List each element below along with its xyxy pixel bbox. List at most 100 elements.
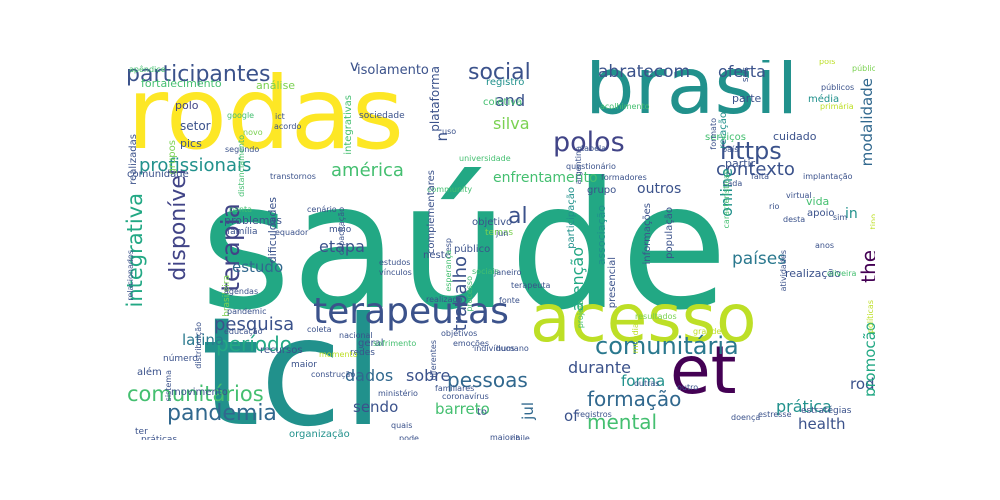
word-74: sociedade	[359, 111, 405, 121]
word-132: complementares	[426, 170, 437, 255]
word-138: virtual	[786, 191, 812, 200]
word-78: abr	[495, 60, 508, 62]
word-149: realizado	[426, 295, 463, 304]
word-150: fonte	[499, 296, 520, 305]
word-96: país	[722, 145, 739, 154]
word-38: sobre	[406, 366, 451, 385]
word-95: apoio	[807, 208, 835, 219]
word-135: presencial	[607, 257, 618, 309]
word-131: esperança	[444, 250, 453, 292]
word-28: oferta	[718, 62, 766, 81]
word-190: chile	[511, 434, 530, 441]
word-63: setor	[180, 119, 211, 133]
word-69: google	[227, 111, 255, 120]
word-83: pública	[852, 64, 875, 73]
word-45: health	[798, 415, 846, 433]
word-114: meio	[329, 225, 352, 235]
word-98: cada	[723, 179, 743, 188]
word-6: terapeutas	[313, 291, 509, 332]
word-50: outros	[637, 181, 682, 197]
word-24: contexto	[716, 159, 795, 180]
word-8: polos	[553, 127, 625, 158]
word-177: coronavírus	[442, 392, 489, 401]
word-191: maioria	[490, 433, 521, 441]
word-165: indivíduos	[474, 344, 515, 353]
word-129: jun	[496, 229, 509, 238]
word-169: momento	[319, 350, 358, 359]
word-73: acordo	[274, 122, 302, 131]
word-133: informações	[642, 203, 653, 265]
word-181: outro	[677, 383, 699, 392]
word-89: cuidado	[773, 130, 817, 143]
word-3: brasil	[585, 60, 799, 132]
word-4: acesso	[530, 280, 757, 357]
word-61: coletiva	[483, 97, 523, 108]
word-72: ict	[275, 112, 285, 121]
word-168: maior	[291, 360, 317, 370]
word-144: realização	[785, 267, 841, 280]
word-42: barreto	[435, 400, 490, 418]
word-189: pode	[399, 434, 419, 441]
word-161: diferentes	[429, 340, 438, 381]
word-166: humano	[496, 344, 529, 353]
word-153: grande	[693, 327, 722, 336]
word-90: partir	[725, 157, 756, 170]
word-167: recursos	[260, 345, 303, 356]
word-5: et	[670, 332, 737, 409]
word-21: disponível	[166, 169, 191, 281]
word-123: agendas	[224, 287, 259, 296]
word-186: práticas	[141, 435, 178, 441]
word-171: número	[163, 354, 198, 364]
word-40: prática	[776, 397, 832, 416]
word-105: transtornos	[270, 172, 316, 181]
word-77: autocuidado	[532, 60, 582, 62]
word-91: grupo	[587, 185, 617, 196]
word-57: fortalecimento	[141, 77, 222, 90]
word-87: acolhimento	[600, 102, 650, 111]
word-152: resultados	[635, 312, 677, 321]
word-cloud: saúde tcl rodas brasil acesso et terapeutas com…	[125, 60, 875, 440]
word-1: tcl	[201, 286, 384, 440]
word-86: primária	[820, 102, 854, 111]
word-93: implantação	[803, 172, 853, 181]
word-51: al	[508, 204, 528, 229]
word-75: uso	[442, 127, 457, 136]
word-108: problemas	[224, 214, 282, 227]
word-104: community	[427, 185, 473, 194]
word-16: pessoas	[447, 368, 528, 392]
word-148: terapeuta	[511, 281, 551, 290]
word-56: isolamento	[357, 63, 429, 78]
word-32: latina	[182, 331, 225, 349]
word-53: in	[845, 206, 858, 222]
word-154: mundial	[631, 321, 640, 354]
word-11: social	[468, 60, 531, 85]
word-23: américa	[331, 160, 404, 181]
word-147: oliveira	[827, 269, 857, 278]
word-183: estresse	[758, 410, 792, 419]
word-19: período	[216, 332, 292, 356]
word-80: relação	[718, 112, 729, 149]
word-15: formação	[587, 387, 682, 411]
word-85: pois	[819, 60, 836, 66]
word-92: formadores	[601, 173, 647, 182]
word-14: mental	[587, 410, 658, 434]
word-103: tabela	[581, 144, 607, 153]
word-164: sofrimento	[373, 339, 417, 348]
word-82: públicos	[821, 83, 855, 92]
word-119: processo	[465, 276, 474, 312]
word-117: temas	[485, 228, 514, 238]
word-120: neste	[423, 250, 451, 261]
word-179: registros	[577, 410, 612, 419]
word-187: organização	[289, 429, 350, 440]
word-70: novo	[243, 128, 263, 137]
word-37: dados	[345, 366, 394, 385]
word-127: vínculos	[379, 268, 412, 277]
word-12: pandemia	[167, 401, 277, 426]
word-140: desta	[783, 215, 806, 224]
word-178: to	[477, 407, 488, 418]
word-182: doença	[731, 413, 761, 422]
word-60: registro	[486, 77, 525, 88]
word-97: formato	[709, 118, 718, 150]
word-0: saúde	[200, 146, 729, 349]
word-173: movimento	[171, 387, 228, 398]
